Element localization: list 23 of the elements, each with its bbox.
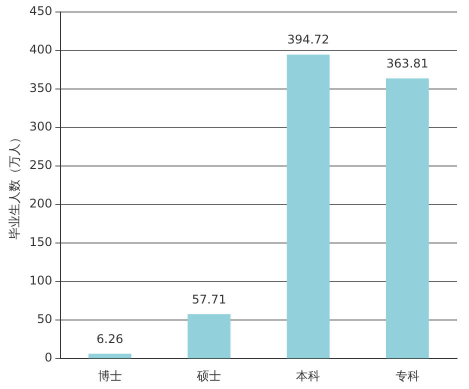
x-tick-label: 博士 [98, 368, 122, 383]
y-tick-label: 200 [29, 196, 52, 211]
y-tick-label: 150 [29, 235, 52, 250]
data-label: 57.71 [192, 292, 226, 306]
data-label: 6.26 [96, 332, 124, 346]
y-tick-label: 100 [29, 274, 52, 288]
y-tick-label: 250 [29, 158, 52, 172]
x-tick-label: 专科 [395, 368, 420, 383]
x-tick-label: 硕士 [196, 368, 222, 383]
data-label: 394.72 [287, 32, 330, 47]
y-tick-label: 300 [29, 120, 52, 134]
bar [286, 54, 330, 358]
bar [188, 314, 230, 358]
bar [88, 354, 132, 358]
bar [386, 78, 429, 358]
x-tick-label: 本科 [296, 368, 320, 383]
y-tick-label: 350 [29, 81, 52, 96]
y-tick-label: 50 [37, 312, 52, 326]
y-tick-label: 450 [29, 4, 52, 18]
data-label: 363.81 [386, 56, 428, 71]
y-tick-label: 400 [29, 42, 52, 57]
y-axis-title: 毕业生人数（万人） [7, 131, 22, 240]
y-tick-label: 0 [44, 350, 52, 365]
